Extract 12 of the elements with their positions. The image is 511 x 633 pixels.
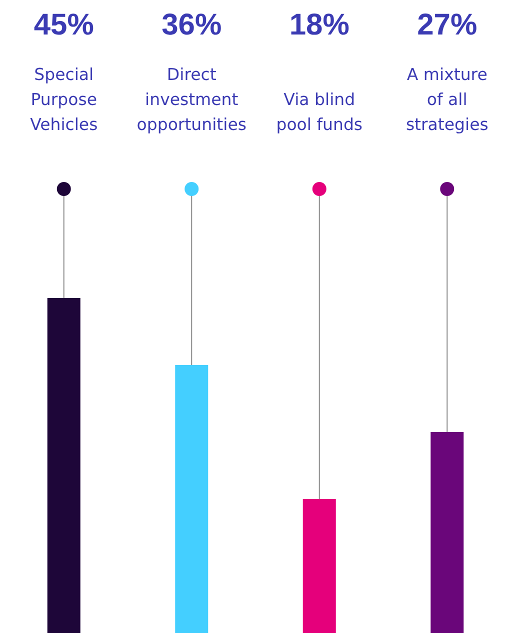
bar: [175, 365, 208, 633]
x-tick-label: A mixture of all strategies: [406, 65, 488, 134]
data-label: 36%: [162, 8, 222, 42]
bar: [47, 298, 80, 633]
bar: [430, 432, 464, 633]
data-label: 27%: [417, 8, 478, 42]
data-label: 45%: [34, 8, 94, 42]
x-tick-label: Via blind pool funds: [276, 90, 363, 134]
x-tick-label: Direct investment opportunities: [136, 65, 246, 134]
bar: [302, 499, 336, 633]
data-label: 18%: [289, 8, 350, 42]
x-tick-label: Special Purpose Vehicles: [30, 65, 98, 134]
